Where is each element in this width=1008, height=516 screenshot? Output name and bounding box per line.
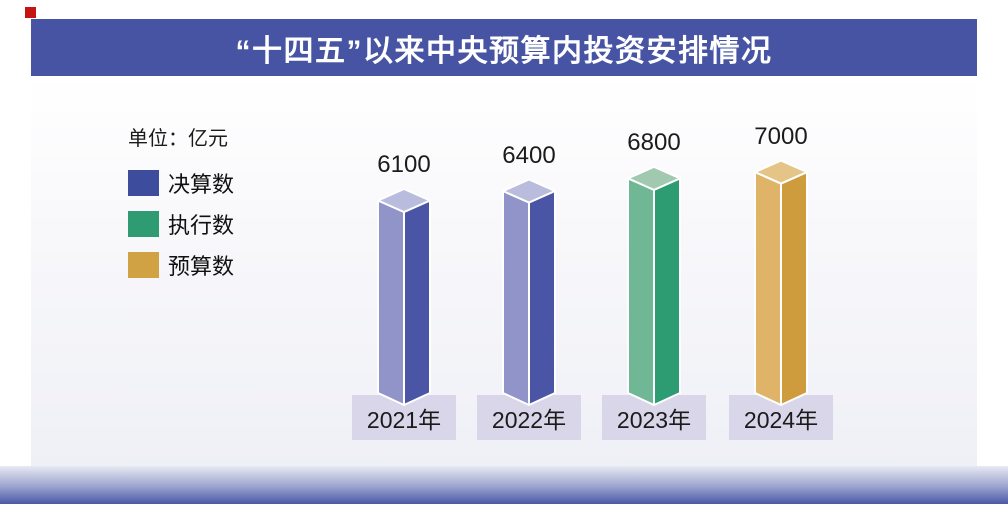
legend-label: 预算数 xyxy=(168,254,235,279)
legend-swatch-zhixing xyxy=(128,211,159,237)
legend-swatch-juesuan xyxy=(128,170,159,196)
bar-value-label-2023年: 6800 xyxy=(627,128,681,156)
bar-2024年 xyxy=(754,159,808,406)
page-title: “十四五”以来中央预算内投资安排情况 xyxy=(235,34,773,68)
category-label-2023: 2023年 xyxy=(602,395,706,440)
legend-label: 执行数 xyxy=(168,213,235,238)
legend-item-juesuan: 决算数 xyxy=(128,170,235,197)
legend-label: 决算数 xyxy=(168,172,235,197)
footer-band xyxy=(0,466,1008,504)
legend-item-zhixing: 执行数 xyxy=(128,211,235,238)
unit-label: 单位：亿元 xyxy=(128,128,228,150)
bar-value-label-2024年: 7000 xyxy=(754,122,808,150)
category-label-2024: 2024年 xyxy=(729,395,833,440)
category-label-2021: 2021年 xyxy=(352,395,456,440)
corner-red-mark xyxy=(25,7,36,18)
title-band: “十四五”以来中央预算内投资安排情况 xyxy=(31,19,977,76)
bar-2023年 xyxy=(627,165,681,406)
bar-value-label-2022年: 6400 xyxy=(502,141,556,169)
bar-value-label-2021年: 6100 xyxy=(377,151,431,178)
bar-2022年 xyxy=(502,178,556,406)
bar-2021年 xyxy=(377,188,431,406)
legend-swatch-yusuan xyxy=(128,252,159,278)
legend-item-yusuan: 预算数 xyxy=(128,252,235,279)
category-label-2022: 2022年 xyxy=(477,395,581,440)
